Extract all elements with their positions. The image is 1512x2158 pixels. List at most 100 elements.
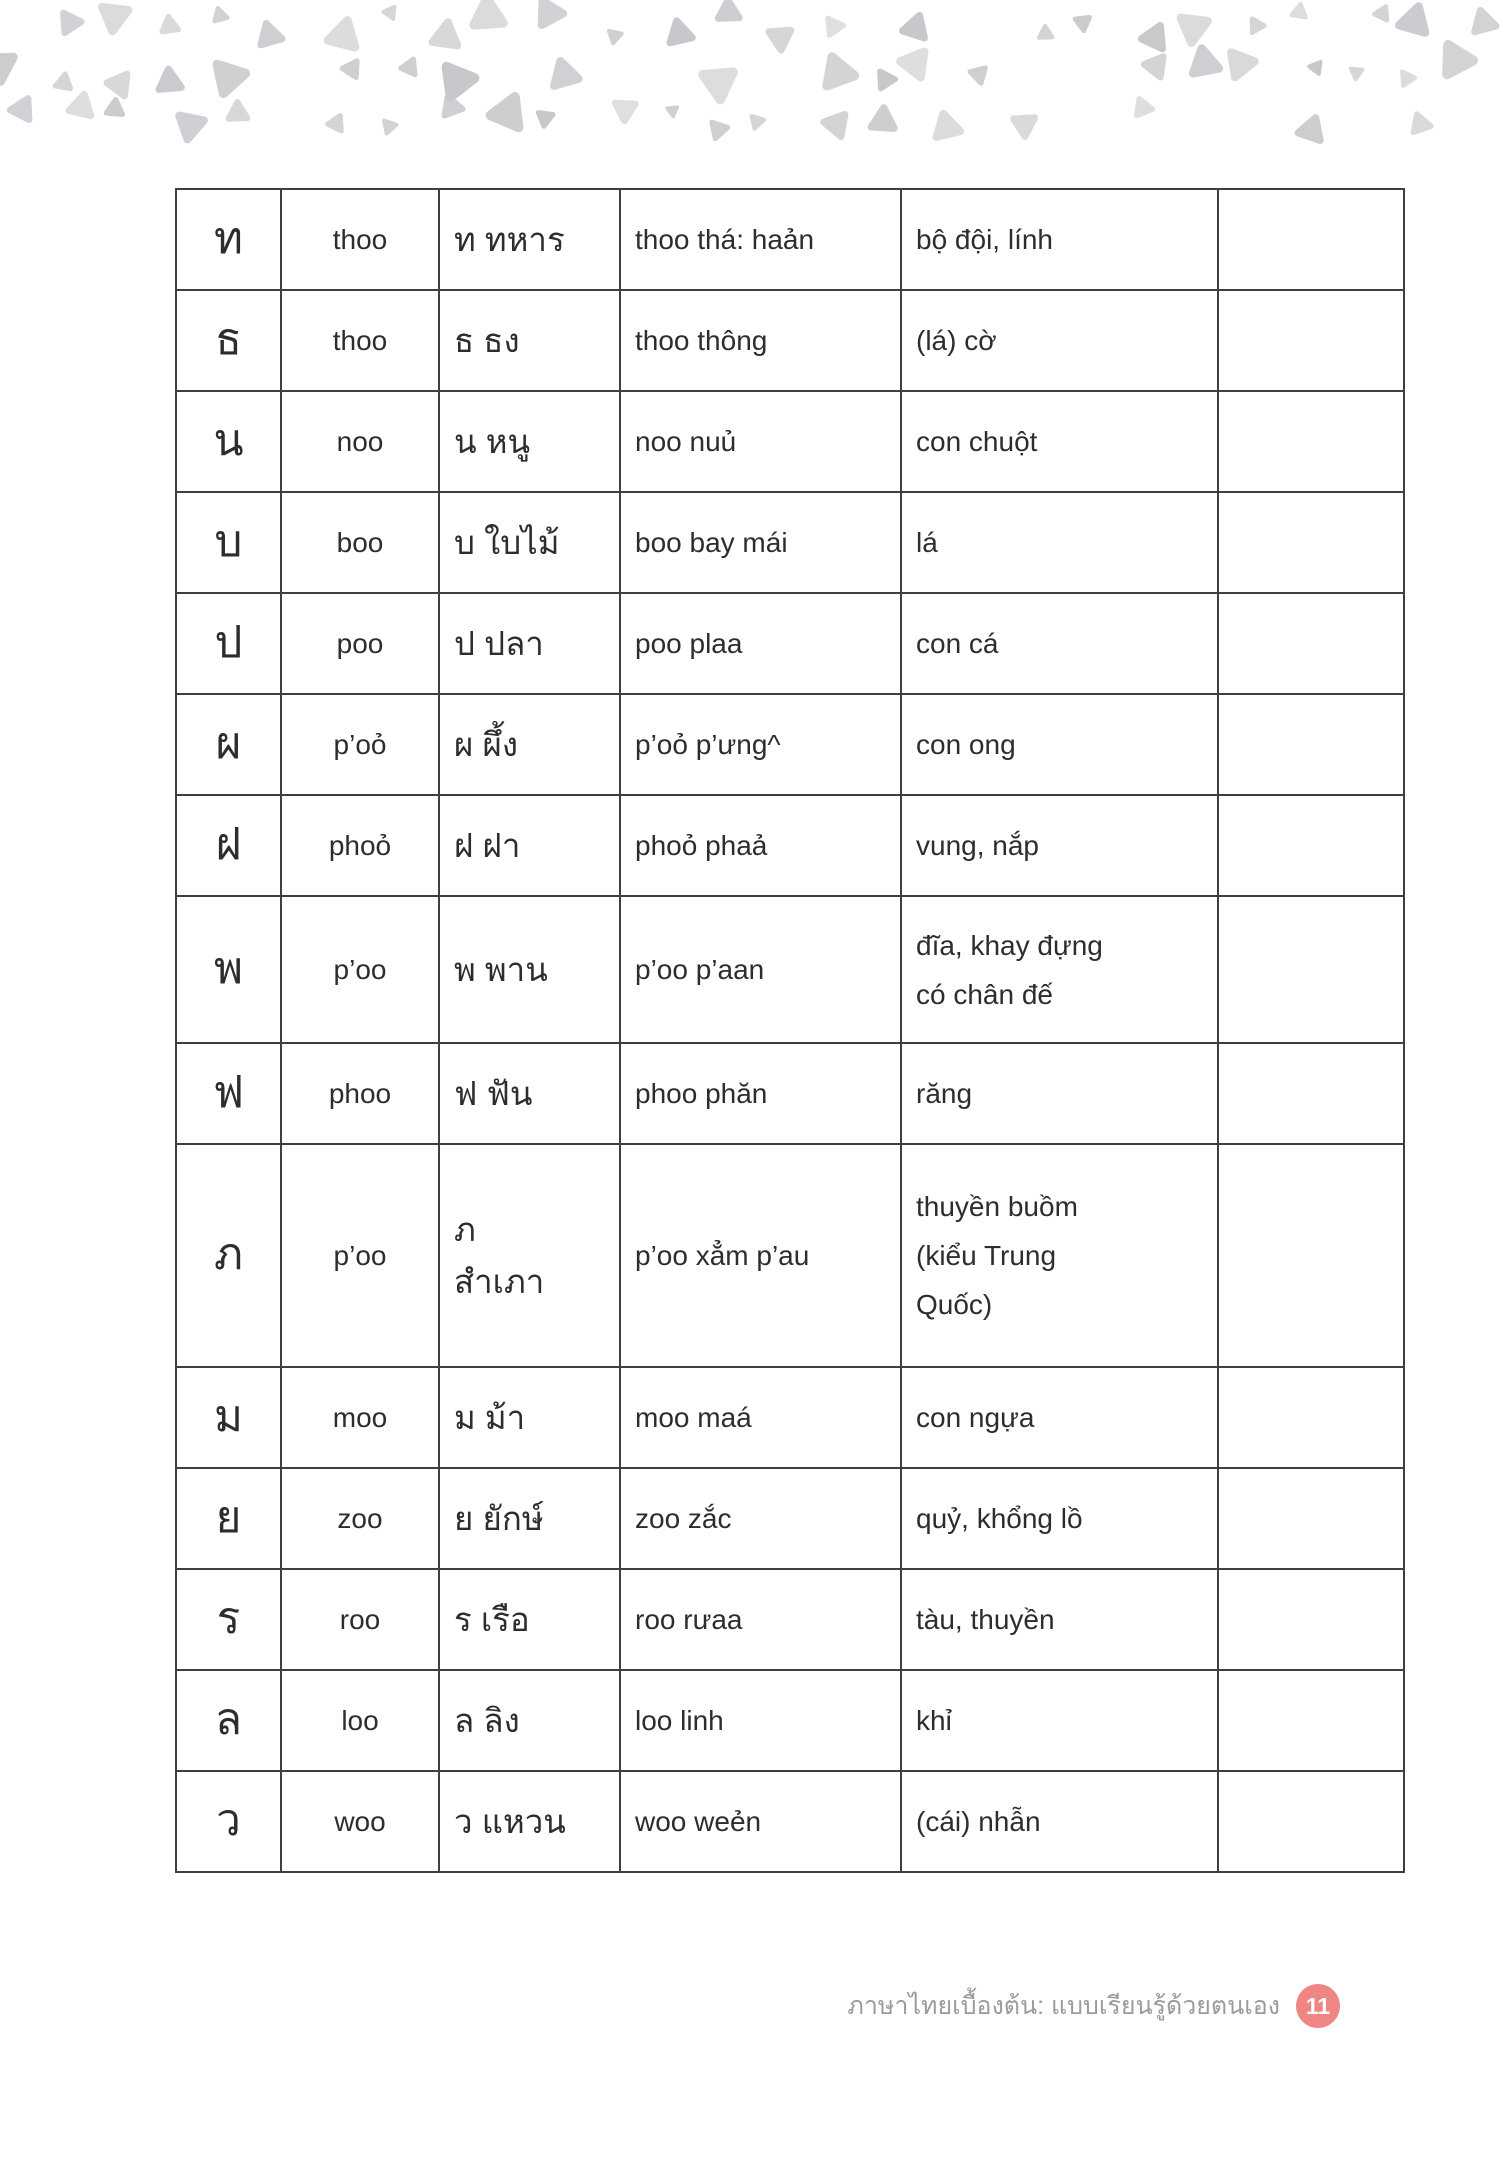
meaning-cell: thuyền buồm (kiểu Trung Quốc) xyxy=(900,1143,1219,1368)
thai-word-cell: ว แหวน xyxy=(438,1770,621,1873)
footer-book-title: ภาษาไทยเบื้องต้น: แบบเรียนรู้ด้วยตนเอง xyxy=(847,1992,1280,2020)
thai-word-cell: ร เรือ xyxy=(438,1568,621,1671)
notes-cell xyxy=(1217,1770,1405,1873)
pronunciation-cell: zoo xyxy=(280,1467,440,1570)
thai-letter-cell: บ xyxy=(175,491,282,594)
thai-word-cell: ท ทหาร xyxy=(438,188,621,291)
thai-letter-cell: ล xyxy=(175,1669,282,1772)
thai-letter-cell: ย xyxy=(175,1467,282,1570)
table-row: ฟ phoo ฟ ฟัน phoo phăn răng xyxy=(175,1042,1405,1145)
table-row: ม moo ม ม้า moo maá con ngựa xyxy=(175,1366,1405,1469)
notes-cell xyxy=(1217,289,1405,392)
thai-letter-cell: ภ xyxy=(175,1143,282,1368)
table-row: ฝ phoỏ ฝ ฝา phoỏ phaả vung, nắp xyxy=(175,794,1405,897)
table-row: ย zoo ย ยักษ์ zoo zắc quỷ, khổng lồ xyxy=(175,1467,1405,1570)
pronunciation-cell: loo xyxy=(280,1669,440,1772)
notes-cell xyxy=(1217,1568,1405,1671)
transliteration-cell: boo bay mái xyxy=(619,491,902,594)
transliteration-cell: thoo thá: haản xyxy=(619,188,902,291)
pronunciation-cell: moo xyxy=(280,1366,440,1469)
notes-cell xyxy=(1217,895,1405,1044)
thai-letter-cell: ผ xyxy=(175,693,282,796)
thai-word-cell: ป ปลา xyxy=(438,592,621,695)
notes-cell xyxy=(1217,794,1405,897)
thai-letter-cell: น xyxy=(175,390,282,493)
transliteration-cell: woo weẻn xyxy=(619,1770,902,1873)
meaning-cell: (lá) cờ xyxy=(900,289,1219,392)
meaning-cell: (cái) nhẫn xyxy=(900,1770,1219,1873)
table-row: ท thoo ท ทหาร thoo thá: haản bộ đội, lính xyxy=(175,188,1405,291)
notes-cell xyxy=(1217,188,1405,291)
thai-word-cell: พ พาน xyxy=(438,895,621,1044)
thai-word-cell: ย ยักษ์ xyxy=(438,1467,621,1570)
pronunciation-cell: noo xyxy=(280,390,440,493)
meaning-cell: vung, nắp xyxy=(900,794,1219,897)
thai-letter-cell: ฟ xyxy=(175,1042,282,1145)
transliteration-cell: p’oỏ p’ưng^ xyxy=(619,693,902,796)
notes-cell xyxy=(1217,693,1405,796)
notes-cell xyxy=(1217,1467,1405,1570)
pronunciation-cell: p’oo xyxy=(280,895,440,1044)
pronunciation-cell: p’oo xyxy=(280,1143,440,1368)
pronunciation-cell: phoỏ xyxy=(280,794,440,897)
thai-word-cell: น หนู xyxy=(438,390,621,493)
thai-word-cell: ภ สำเภา xyxy=(438,1143,621,1368)
thai-letter-cell: ท xyxy=(175,188,282,291)
thai-word-cell: ธ ธง xyxy=(438,289,621,392)
table-row: พ p’oo พ พาน p’oo p’aan đĩa, khay đựng có ch… xyxy=(175,895,1405,1044)
pronunciation-cell: woo xyxy=(280,1770,440,1873)
meaning-cell: con ngựa xyxy=(900,1366,1219,1469)
page-number-badge: 11 xyxy=(1296,1984,1340,2028)
thai-letter-cell: ธ xyxy=(175,289,282,392)
pronunciation-cell: p’oỏ xyxy=(280,693,440,796)
meaning-cell: con chuột xyxy=(900,390,1219,493)
pronunciation-cell: thoo xyxy=(280,289,440,392)
table-row: ธ thoo ธ ธง thoo thông (lá) cờ xyxy=(175,289,1405,392)
meaning-cell: quỷ, khổng lồ xyxy=(900,1467,1219,1570)
meaning-cell: khỉ xyxy=(900,1669,1219,1772)
meaning-cell: con ong xyxy=(900,693,1219,796)
pronunciation-cell: thoo xyxy=(280,188,440,291)
thai-letter-cell: ฝ xyxy=(175,794,282,897)
table-row: ป poo ป ปลา poo plaa con cá xyxy=(175,592,1405,695)
table-row: ร roo ร เรือ roo rưaa tàu, thuyền xyxy=(175,1568,1405,1671)
meaning-cell: răng xyxy=(900,1042,1219,1145)
transliteration-cell: loo linh xyxy=(619,1669,902,1772)
thai-word-cell: ฝ ฝา xyxy=(438,794,621,897)
thai-letter-cell: ป xyxy=(175,592,282,695)
thai-word-cell: บ ใบไม้ xyxy=(438,491,621,594)
transliteration-cell: phoỏ phaả xyxy=(619,794,902,897)
table-row: ผ p’oỏ ผ ผึ้ง p’oỏ p’ưng^ con ong xyxy=(175,693,1405,796)
notes-cell xyxy=(1217,1042,1405,1145)
meaning-cell: con cá xyxy=(900,592,1219,695)
notes-cell xyxy=(1217,1143,1405,1368)
notes-cell xyxy=(1217,592,1405,695)
meaning-cell: đĩa, khay đựng có chân đế xyxy=(900,895,1219,1044)
transliteration-cell: p’oo xẳm p’au xyxy=(619,1143,902,1368)
notes-cell xyxy=(1217,390,1405,493)
transliteration-cell: phoo phăn xyxy=(619,1042,902,1145)
table-row: ล loo ล ลิง loo linh khỉ xyxy=(175,1669,1405,1772)
thai-word-cell: ม ม้า xyxy=(438,1366,621,1469)
thai-consonant-table: ท thoo ท ทหาร thoo thá: haản bộ đội, lính ธ th… xyxy=(175,188,1405,1873)
table-row: น noo น หนู noo nuủ con chuột xyxy=(175,390,1405,493)
notes-cell xyxy=(1217,1669,1405,1772)
thai-letter-cell: ร xyxy=(175,1568,282,1671)
meaning-cell: bộ đội, lính xyxy=(900,188,1219,291)
thai-word-cell: ล ลิง xyxy=(438,1669,621,1772)
transliteration-cell: noo nuủ xyxy=(619,390,902,493)
decorative-triangle-pattern xyxy=(0,0,1500,144)
table-row: ภ p’oo ภ สำเภา p’oo xẳm p’au thuyền buồm (ki… xyxy=(175,1143,1405,1368)
thai-letter-cell: ม xyxy=(175,1366,282,1469)
thai-word-cell: ฟ ฟัน xyxy=(438,1042,621,1145)
pronunciation-cell: phoo xyxy=(280,1042,440,1145)
transliteration-cell: moo maá xyxy=(619,1366,902,1469)
notes-cell xyxy=(1217,1366,1405,1469)
thai-letter-cell: ว xyxy=(175,1770,282,1873)
thai-letter-cell: พ xyxy=(175,895,282,1044)
transliteration-cell: p’oo p’aan xyxy=(619,895,902,1044)
transliteration-cell: poo plaa xyxy=(619,592,902,695)
table-row: บ boo บ ใบไม้ boo bay mái lá xyxy=(175,491,1405,594)
transliteration-cell: zoo zắc xyxy=(619,1467,902,1570)
transliteration-cell: thoo thông xyxy=(619,289,902,392)
